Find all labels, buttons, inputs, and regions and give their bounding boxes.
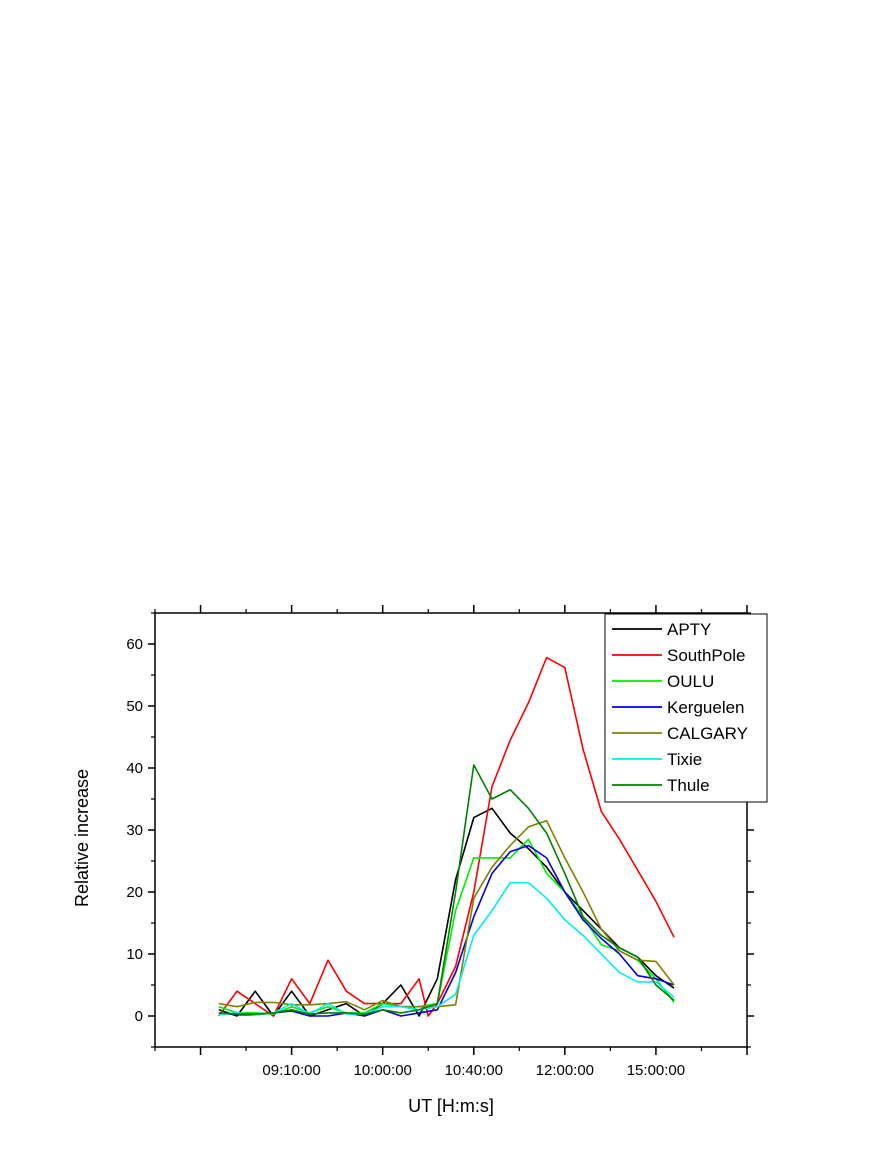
series-line-calgary (218, 819, 675, 1011)
y-tick-label: 40 (126, 760, 143, 777)
legend-label-thule: Thule (667, 776, 710, 795)
x-tick-label: 09:10:00 (262, 1062, 320, 1079)
legend-label-kerguelen: Kerguelen (667, 698, 745, 717)
y-tick-label: 50 (126, 698, 143, 715)
y-tick-label: 10 (126, 946, 143, 963)
series-line-kerguelen (218, 844, 675, 1017)
legend-label-tixie: Tixie (667, 750, 702, 769)
x-tick-label: 15:00:00 (627, 1062, 685, 1079)
series-line-tixie (218, 881, 675, 1016)
y-axis-title: Relative increase (72, 769, 92, 907)
legend-box (604, 613, 768, 803)
legend-label-southpole: SouthPole (667, 646, 745, 665)
y-tick-label: 20 (126, 884, 143, 901)
x-tick-label: 12:00:00 (536, 1062, 594, 1079)
series-line-thule (218, 764, 675, 1015)
legend: APTY SouthPole OULU Kerguelen CALGARY Tixie Th… (604, 613, 768, 803)
y-tick-label: 0 (135, 1008, 143, 1025)
legend-label-oulu: OULU (667, 672, 714, 691)
series-line-oulu (218, 838, 675, 1015)
x-tick-label: 10:00:00 (353, 1062, 411, 1079)
x-tick-label: 10:40:00 (445, 1062, 503, 1079)
series-line-apty (218, 807, 675, 1017)
y-tick-label: 60 (126, 636, 143, 653)
x-axis-title: UT [H:m:s] (408, 1096, 494, 1116)
legend-label-calgary: CALGARY (667, 724, 748, 743)
legend-label-apty: APTY (667, 620, 711, 639)
axes: 09:10:00 10:00:00 10:40:00 12:00:00 15:00:00… (126, 605, 754, 1079)
y-tick-label: 30 (126, 822, 143, 839)
series-lines (218, 656, 675, 1017)
